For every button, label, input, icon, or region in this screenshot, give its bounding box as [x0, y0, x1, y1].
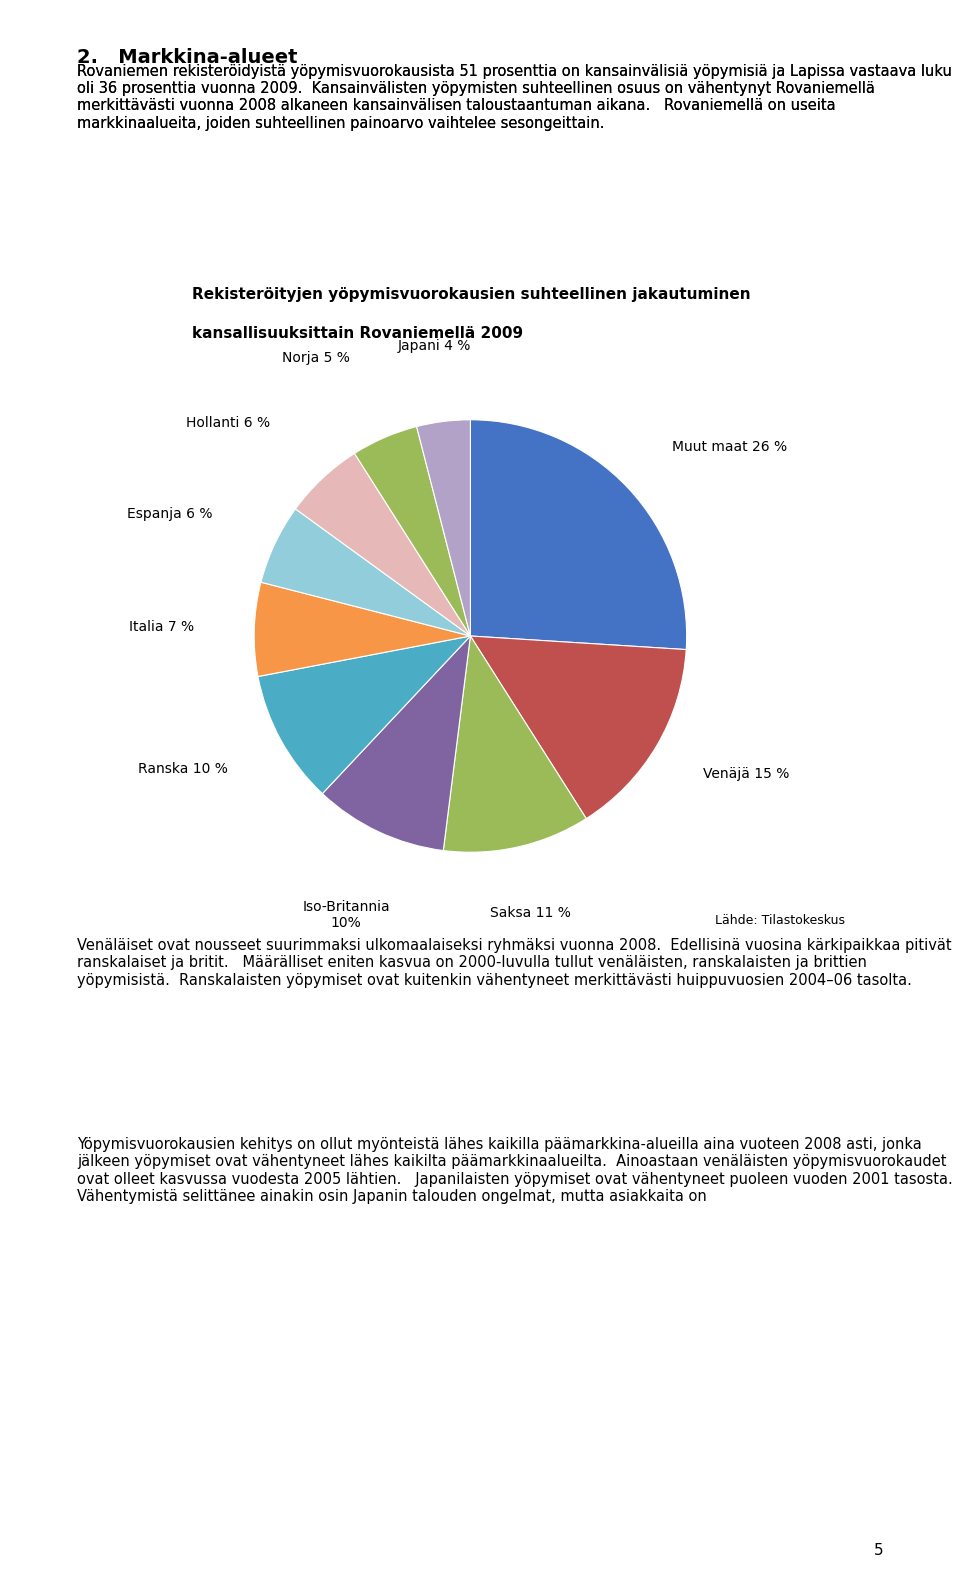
- Text: Ranska 10 %: Ranska 10 %: [138, 762, 228, 776]
- Wedge shape: [470, 420, 686, 650]
- Text: Venäläiset ovat nousseet suurimmaksi ulkomaalaiseksi ryhmäksi vuonna 2008.  Edel: Venäläiset ovat nousseet suurimmaksi ulk…: [77, 938, 951, 987]
- Text: Rovaniemen rekisteröidyistä yöpymisvuorokausista 51 prosenttia on kansainvälisiä: Rovaniemen rekisteröidyistä yöpymisvuoro…: [77, 64, 951, 130]
- Wedge shape: [258, 636, 470, 793]
- Wedge shape: [417, 420, 470, 636]
- Text: Iso-Britannia
10%: Iso-Britannia 10%: [302, 900, 390, 930]
- Text: Japani 4 %: Japani 4 %: [398, 339, 471, 353]
- Wedge shape: [323, 636, 470, 851]
- Text: Rekisteröityjen yöpymisvuorokausien suhteellinen jakautuminen: Rekisteröityjen yöpymisvuorokausien suht…: [192, 288, 751, 302]
- Text: kansallisuuksittain Rovaniemellä 2009: kansallisuuksittain Rovaniemellä 2009: [192, 326, 523, 340]
- Text: Espanja 6 %: Espanja 6 %: [127, 507, 212, 522]
- Wedge shape: [354, 426, 470, 636]
- Text: Italia 7 %: Italia 7 %: [129, 620, 194, 634]
- Text: Norja 5 %: Norja 5 %: [282, 351, 350, 366]
- Text: Muut maat 26 %: Muut maat 26 %: [672, 439, 787, 453]
- Wedge shape: [261, 509, 470, 636]
- Wedge shape: [444, 636, 587, 852]
- Wedge shape: [470, 636, 686, 819]
- Wedge shape: [254, 582, 470, 676]
- Text: 5: 5: [874, 1544, 883, 1558]
- Text: 2.   Markkina-alueet: 2. Markkina-alueet: [77, 48, 298, 67]
- Wedge shape: [296, 453, 470, 636]
- Text: Venäjä 15 %: Venäjä 15 %: [703, 766, 789, 781]
- Text: Lähde: Tilastokeskus: Lähde: Tilastokeskus: [715, 914, 845, 927]
- Text: Hollanti 6 %: Hollanti 6 %: [186, 417, 271, 431]
- Text: Saksa 11 %: Saksa 11 %: [491, 906, 571, 921]
- Text: Rovaniemen rekisteröidyistä yöpymisvuorokausista 51 prosenttia on kansainvälisiä: Rovaniemen rekisteröidyistä yöpymisvuoro…: [77, 64, 951, 130]
- Text: Yöpymisvuorokausien kehitys on ollut myönteistä lähes kaikilla päämarkkina-aluei: Yöpymisvuorokausien kehitys on ollut myö…: [77, 1137, 957, 1204]
